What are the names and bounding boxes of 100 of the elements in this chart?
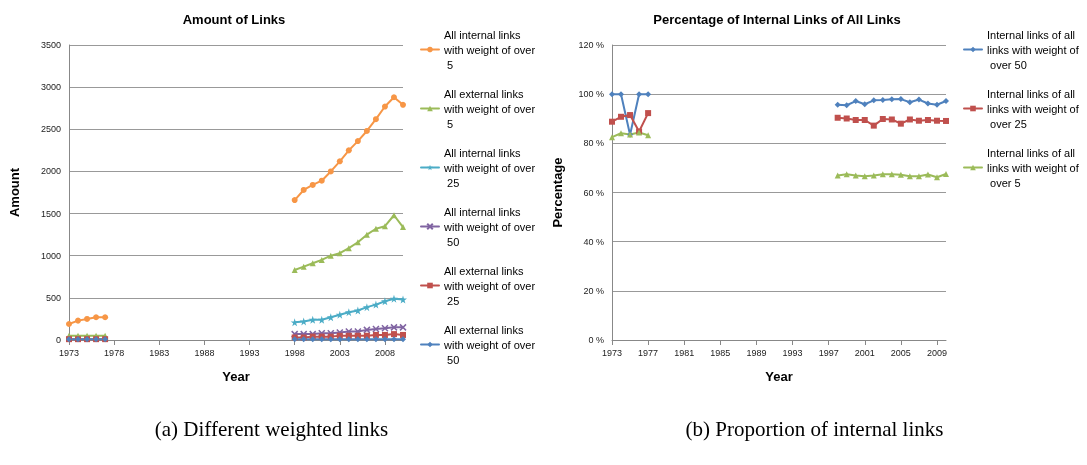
point <box>291 267 298 274</box>
point <box>400 336 406 343</box>
point <box>645 132 652 139</box>
point <box>327 168 334 175</box>
point <box>609 118 615 125</box>
point <box>390 331 397 338</box>
point <box>834 114 841 121</box>
point <box>390 94 397 101</box>
y-tick-label: 60 % <box>583 187 604 198</box>
x-tick-label: 1997 <box>818 347 839 358</box>
x-tick-label: 2009 <box>926 347 947 358</box>
point <box>943 171 949 178</box>
y-tick-label: 80 % <box>583 138 604 149</box>
y-tick-label: 3500 <box>40 40 61 50</box>
y-axis-title: Percentage <box>550 157 565 228</box>
point <box>399 295 407 304</box>
x-tick-label: 1988 <box>194 347 215 358</box>
point <box>317 315 326 324</box>
point <box>879 116 886 122</box>
point <box>834 101 841 108</box>
point <box>924 171 931 178</box>
y-tick-label: 20 % <box>583 285 604 296</box>
point <box>400 224 406 231</box>
point <box>344 308 353 317</box>
point <box>852 116 859 123</box>
point <box>400 101 406 108</box>
legend-label: All internal links with weight of over 25 <box>443 146 536 189</box>
point <box>933 174 940 181</box>
point <box>390 336 397 343</box>
point <box>363 127 370 134</box>
x-tick-label: 2005 <box>890 347 911 358</box>
point <box>943 98 949 105</box>
point <box>618 130 625 137</box>
point <box>371 300 380 309</box>
x-tick-label: 1973 <box>601 347 623 358</box>
y-tick-label: 3000 <box>40 82 61 93</box>
x-tick-label: 2001 <box>854 347 875 358</box>
point <box>843 102 850 109</box>
point <box>362 303 371 312</box>
x-tick-label: 1978 <box>104 347 125 358</box>
legend-label: All external links with weight of over 25 <box>443 264 536 307</box>
point <box>372 331 379 338</box>
point <box>84 315 91 322</box>
point <box>870 122 877 129</box>
point <box>915 173 922 180</box>
x-tick-label: 1973 <box>58 347 80 358</box>
text: (b) Proportion of internal links <box>685 416 944 441</box>
legend-label: All internal links with weight of over 50 <box>443 205 536 248</box>
point <box>336 158 343 165</box>
x-tick-label: 1985 <box>710 347 731 358</box>
chart-title: Percentage of Internal Links of All Links <box>653 12 901 27</box>
point <box>308 315 317 324</box>
point <box>627 112 634 119</box>
point <box>943 117 949 124</box>
point <box>852 172 859 179</box>
point <box>345 336 352 343</box>
point <box>897 96 904 103</box>
point <box>897 120 904 127</box>
y-tick-label: 2500 <box>40 124 61 135</box>
x-tick-label: 2003 <box>329 347 350 358</box>
y-tick-label: 1500 <box>40 208 61 219</box>
x-tick-label: 1993 <box>782 347 803 358</box>
point <box>381 223 388 230</box>
point <box>372 336 379 343</box>
y-tick-label: 100 % <box>578 89 604 100</box>
point <box>354 239 361 246</box>
y-tick-label: 120 % <box>578 40 604 50</box>
point <box>389 294 398 303</box>
y-axis-title: Amount <box>7 167 22 218</box>
point <box>915 117 922 124</box>
point <box>363 231 370 238</box>
y-tick-label: 40 % <box>583 236 604 247</box>
y-tick-label: 2000 <box>40 166 61 177</box>
point <box>915 96 922 103</box>
point <box>326 313 335 322</box>
chart-title: Amount of Links <box>182 12 286 27</box>
legend-label: All external links with weight of over 50 <box>443 323 536 366</box>
point <box>327 252 334 259</box>
text: (a) Different weighted links <box>154 416 389 441</box>
legend-label: Internal links of all links with weight of over 5 <box>987 146 1080 189</box>
point <box>609 134 615 141</box>
point <box>335 310 344 319</box>
x-tick-label: 1977 <box>638 347 659 358</box>
point <box>93 314 100 321</box>
legend-label: All external links with weight of over 5 <box>443 87 536 130</box>
point <box>861 116 868 123</box>
point <box>897 171 904 178</box>
point <box>291 197 298 204</box>
x-axis-title: Year <box>765 369 793 384</box>
point <box>102 314 109 321</box>
point <box>879 97 886 104</box>
x-tick-label: 1998 <box>284 347 305 358</box>
y-tick-label: 0 <box>55 335 61 345</box>
point <box>381 103 388 110</box>
y-tick-label: 1000 <box>40 250 61 261</box>
point <box>870 97 877 104</box>
point <box>618 91 625 98</box>
legend-label: Internal links of all links with weight of over 25 <box>987 87 1080 130</box>
legend-label: Internal links of all links with weight of over 50 <box>987 28 1080 71</box>
x-tick-label: 2008 <box>374 347 395 358</box>
